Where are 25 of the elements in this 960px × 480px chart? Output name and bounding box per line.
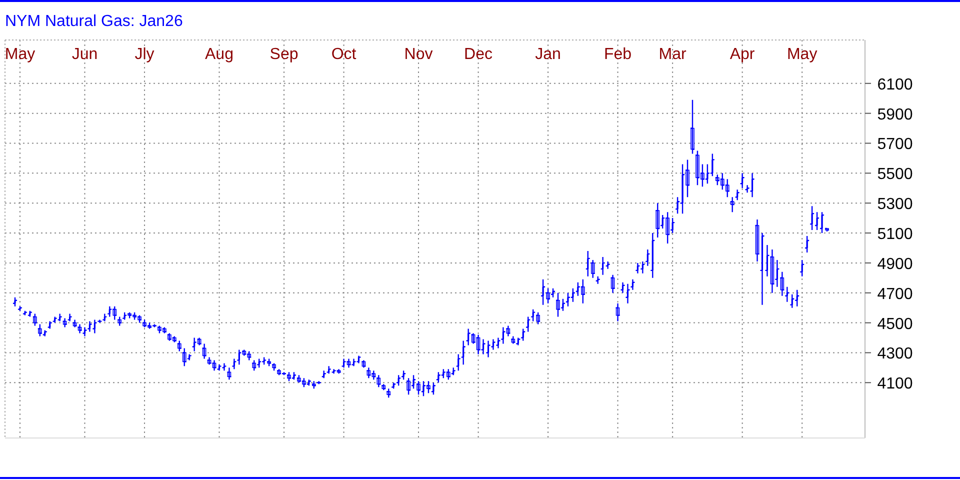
y-tick-label: 5500 <box>877 166 913 184</box>
x-tick-label: Jan <box>535 46 561 63</box>
y-tick-label: 5700 <box>877 136 913 154</box>
y-tick-label: 4900 <box>877 256 913 273</box>
x-tick-label: Jun <box>72 46 98 63</box>
x-tick-label: Aug <box>205 46 234 63</box>
x-tick-label: Mar <box>658 46 688 63</box>
x-tick-label: Dec <box>464 46 493 63</box>
x-tick-label: Feb <box>604 46 632 63</box>
x-tick-label: Oct <box>331 46 357 63</box>
y-tick-label: 5900 <box>877 106 913 124</box>
x-tick-label: Sep <box>270 46 298 63</box>
x-tick-label: Jly <box>134 46 154 63</box>
y-tick-label: 4300 <box>877 346 913 363</box>
y-tick-label: 4700 <box>877 286 913 303</box>
y-tick-label: 5100 <box>877 226 913 244</box>
chart-title: NYM Natural Gas: Jan26 <box>5 13 183 30</box>
x-tick-label: Nov <box>404 46 433 63</box>
y-tick-label: 4100 <box>877 376 913 393</box>
x-tick-label: Apr <box>730 46 756 63</box>
y-tick-label: 4500 <box>877 316 913 333</box>
y-tick-label: 6100 <box>877 76 913 94</box>
y-tick-label: 5300 <box>877 196 913 214</box>
x-tick-label: May <box>4 46 36 63</box>
x-tick-label: May <box>786 46 818 63</box>
